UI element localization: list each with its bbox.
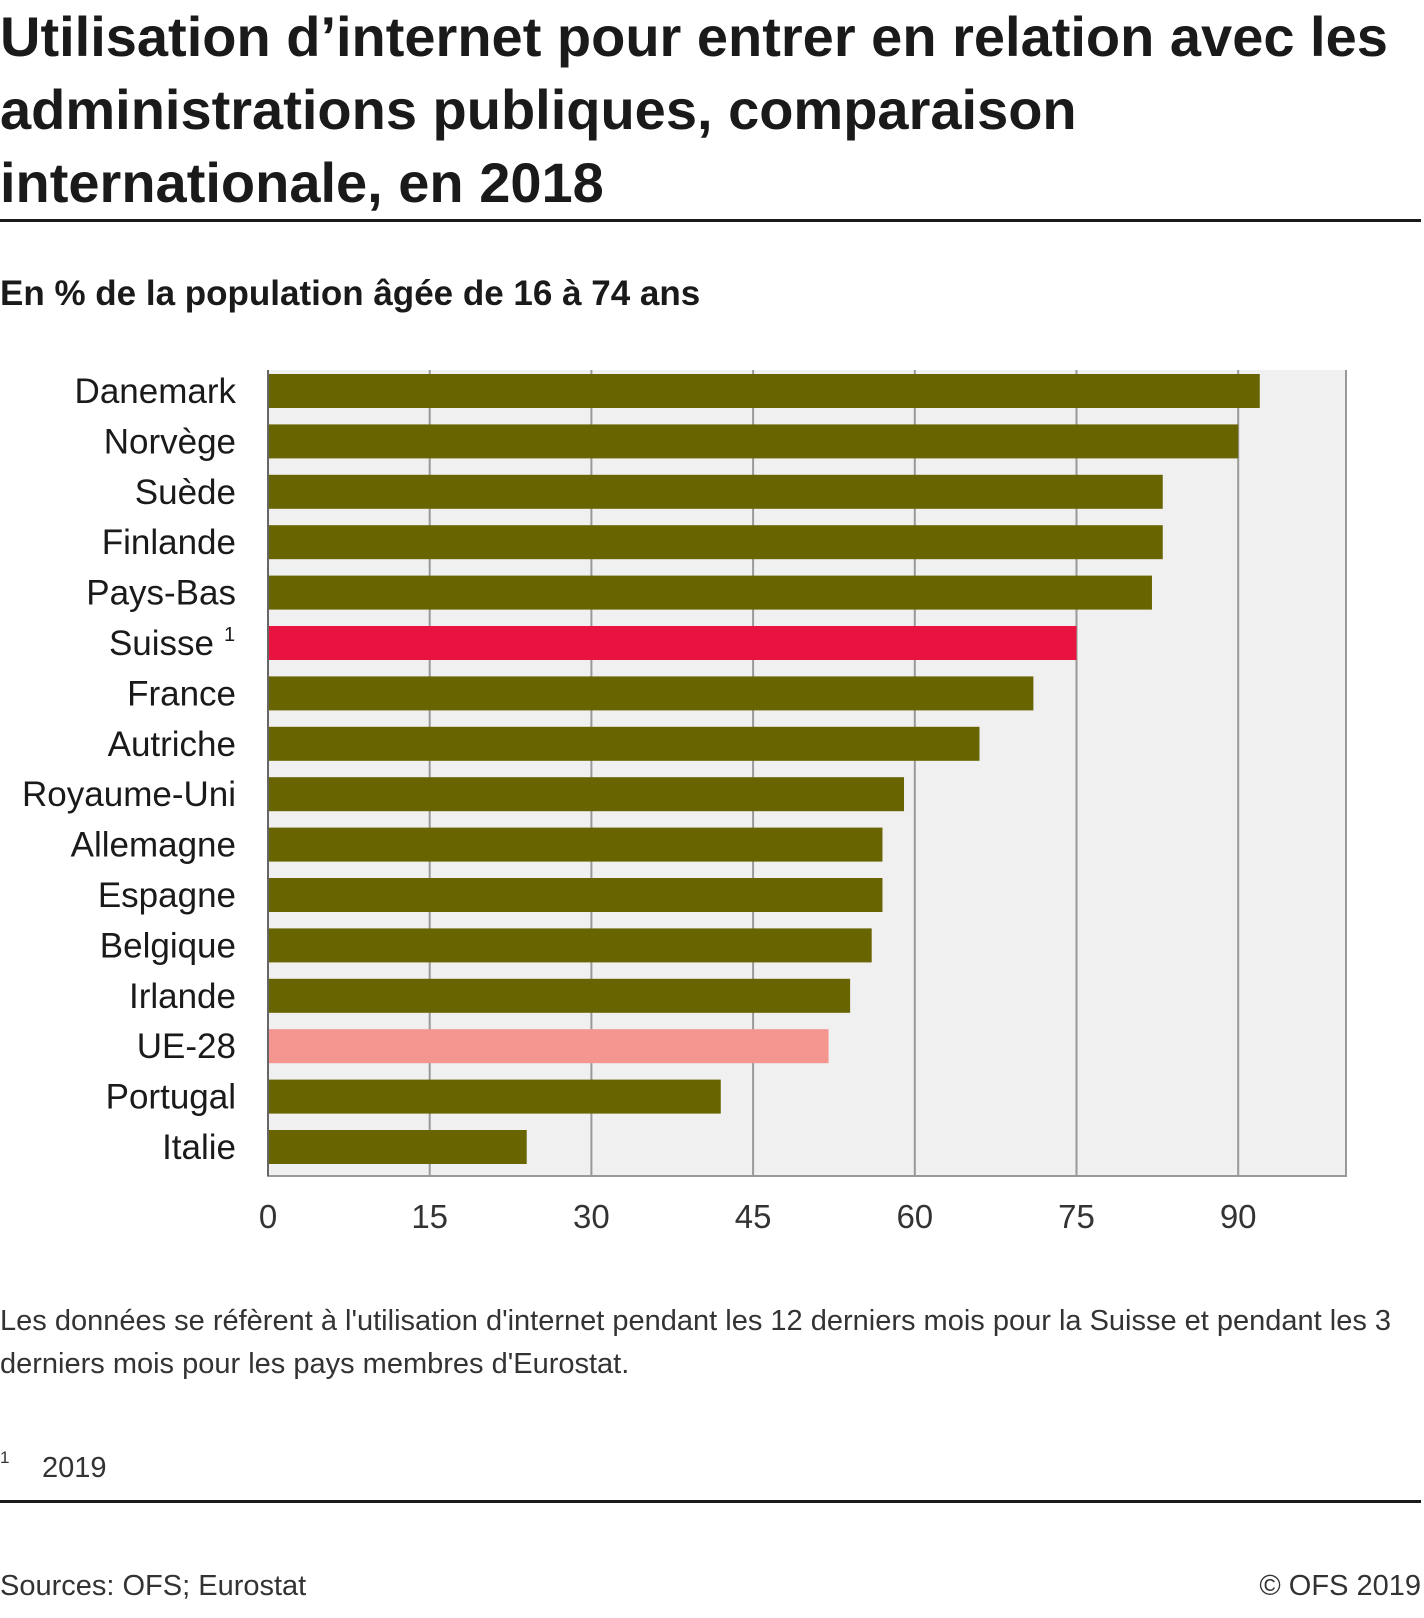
bar <box>269 777 905 812</box>
bar <box>269 374 1260 408</box>
bar <box>269 827 883 862</box>
category-label: Italie <box>162 1128 236 1167</box>
x-tick-label: 15 <box>411 1198 448 1235</box>
category-label: Portugal <box>106 1078 236 1117</box>
x-tick-label: 75 <box>1058 1198 1095 1235</box>
bar <box>269 1029 829 1064</box>
category-label: Norvège <box>104 422 236 461</box>
x-tick-label: 0 <box>259 1198 277 1235</box>
category-label: UE-28 <box>137 1027 236 1066</box>
bar <box>269 424 1239 459</box>
source-text: Sources: OFS; Eurostat <box>0 1570 307 1602</box>
category-footnote-marker: 1 <box>224 624 235 646</box>
bar <box>269 575 1152 610</box>
footnote-marker: 1 <box>0 1448 10 1467</box>
category-label: Irlande <box>129 977 236 1016</box>
data-note: Les données se réfèrent à l'utilisation … <box>0 1305 1392 1380</box>
category-label: Suisse <box>109 624 214 663</box>
category-label: Allemagne <box>71 826 236 865</box>
category-label: Autriche <box>108 725 236 764</box>
chart-title: Utilisation d’internet pour entrer en re… <box>0 5 1388 214</box>
chart-subtitle: En % de la population âgée de 16 à 74 an… <box>0 274 701 313</box>
category-label: Suède <box>135 473 236 512</box>
bar <box>269 525 1163 560</box>
footer-rule <box>0 1500 1421 1503</box>
copyright-text: © OFS 2019 <box>1259 1570 1421 1602</box>
x-tick-label: 90 <box>1220 1198 1257 1235</box>
category-label: Danemark <box>75 372 237 411</box>
bar <box>269 676 1034 711</box>
x-tick-label: 60 <box>896 1198 933 1235</box>
category-label: Belgique <box>100 926 236 965</box>
bar <box>269 626 1077 660</box>
bar-chart: 0 15 30 45 60 75 90 Danemark Norvège Suède Finland… <box>22 370 1347 1235</box>
bar <box>269 978 851 1013</box>
bar <box>269 726 980 761</box>
bar <box>269 878 883 912</box>
x-tick-label: 30 <box>573 1198 610 1235</box>
category-label: Espagne <box>98 876 236 915</box>
category-label: France <box>127 674 236 713</box>
bar <box>269 474 1163 509</box>
title-rule <box>0 219 1421 222</box>
footnote: 1 2019 <box>0 1448 107 1485</box>
footnote-text: 2019 <box>42 1452 107 1484</box>
bar <box>269 1130 527 1164</box>
category-label: Royaume-Uni <box>22 775 236 814</box>
category-label: Finlande <box>102 523 236 562</box>
category-label: Pays-Bas <box>86 574 236 613</box>
bar <box>269 1079 721 1114</box>
x-tick-label: 45 <box>735 1198 772 1235</box>
bar <box>269 928 872 963</box>
